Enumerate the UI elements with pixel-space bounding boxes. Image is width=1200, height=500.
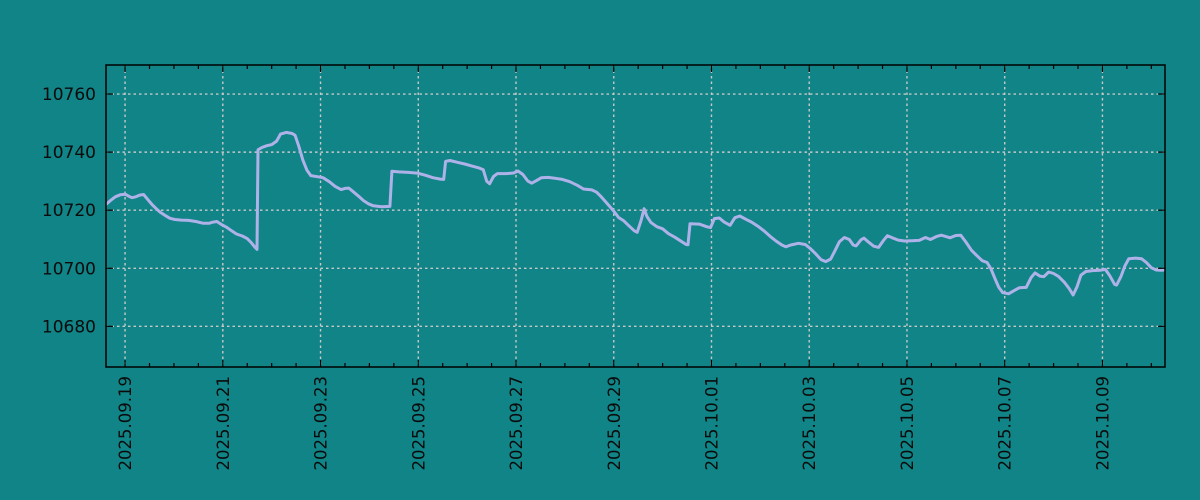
x-tick-label: 2025.09.19 [116,376,135,470]
plot-border [105,64,1166,368]
x-tick-label: 2025.09.25 [409,376,428,470]
y-tick-label: 10740 [42,143,96,163]
x-tick-label: 2025.10.01 [702,376,721,470]
x-tick-label: 2025.09.27 [507,376,526,470]
y-tick-label: 10720 [42,201,96,221]
x-tick-label: 2025.09.21 [214,376,233,470]
x-tick-label: 2025.10.03 [800,376,819,470]
x-tick-label: 2025.10.09 [1093,376,1112,470]
x-tick-label: 2025.09.29 [605,376,624,470]
x-tick-label: 2025.10.05 [898,376,917,470]
x-tick-label: 2025.10.07 [996,376,1015,470]
series-line [106,130,1165,297]
y-tick-label: 10700 [42,259,96,279]
x-tick-label: 2025.09.23 [312,376,331,470]
y-tick-label: 10680 [42,317,96,337]
y-tick-label: 10760 [42,85,96,105]
